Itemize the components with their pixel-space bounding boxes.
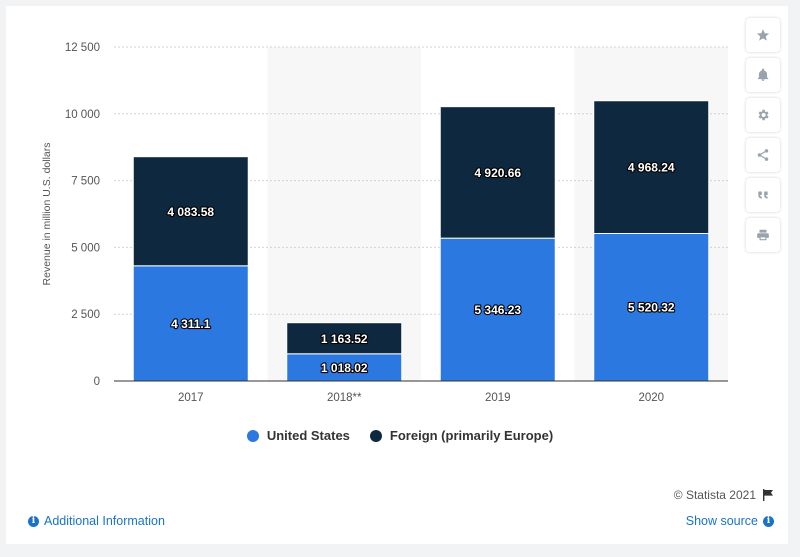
credit-text: © Statista 2021 xyxy=(673,488,756,502)
favorite-button[interactable] xyxy=(746,18,780,52)
info-icon: i xyxy=(763,515,774,527)
share-icon xyxy=(757,149,769,161)
y-tick-label: 2 500 xyxy=(71,309,100,321)
data-label: 1 018.02 xyxy=(321,361,368,375)
data-label: 4 920.66 xyxy=(474,166,521,180)
bar-segment xyxy=(286,322,403,355)
data-label: 5 520.32 xyxy=(628,301,675,315)
notification-button[interactable] xyxy=(746,58,780,92)
x-tick-label: 2017 xyxy=(178,392,204,404)
y-tick-label: 10 000 xyxy=(65,109,100,121)
chart-legend: United States Foreign (primarily Europe) xyxy=(0,428,800,443)
settings-button[interactable] xyxy=(746,98,780,132)
side-toolbar xyxy=(746,18,780,252)
show-source-link[interactable]: Show source i xyxy=(686,514,774,528)
bar-segment xyxy=(439,106,556,239)
additional-information-link[interactable]: i Additional Information xyxy=(28,514,165,528)
x-tick-label: 2019 xyxy=(485,392,511,404)
legend-item-foreign[interactable]: Foreign (primarily Europe) xyxy=(369,428,554,443)
additional-information-label: Additional Information xyxy=(44,514,165,528)
star-icon xyxy=(756,29,770,41)
legend-swatch-foreign xyxy=(369,429,382,442)
print-button[interactable] xyxy=(746,218,780,252)
y-tick-label: 5 000 xyxy=(71,242,100,254)
share-button[interactable] xyxy=(746,138,780,172)
x-tick-label: 2018** xyxy=(327,392,362,404)
info-icon: i xyxy=(28,515,39,527)
data-label: 1 163.52 xyxy=(321,332,368,346)
gear-icon xyxy=(758,109,769,121)
legend-label-united-states: United States xyxy=(266,428,350,443)
bell-icon xyxy=(757,68,769,81)
y-tick-label: 12 500 xyxy=(65,42,100,54)
bar-segment xyxy=(132,156,249,267)
print-icon xyxy=(757,229,769,241)
data-label: 4 311.1 xyxy=(171,317,211,331)
legend-swatch-united-states xyxy=(246,429,259,442)
y-tick-label: 0 xyxy=(94,376,100,388)
quote-icon xyxy=(758,191,768,199)
y-tick-label: 7 500 xyxy=(71,176,100,188)
data-label: 4 968.24 xyxy=(628,161,675,175)
x-tick-label: 2020 xyxy=(638,392,664,404)
data-label: 4 083.58 xyxy=(167,205,214,219)
statista-credit[interactable]: © Statista 2021 xyxy=(674,488,774,502)
legend-label-foreign: Foreign (primarily Europe) xyxy=(389,428,554,443)
show-source-label: Show source xyxy=(685,514,758,528)
bar-segment xyxy=(132,265,249,382)
bar-segment xyxy=(593,100,710,234)
flag-icon xyxy=(763,489,773,501)
y-axis-title: Revenue in million U.S. dollars xyxy=(41,143,53,286)
legend-item-united-states[interactable]: United States xyxy=(246,428,350,443)
data-label: 5 346.23 xyxy=(474,303,521,317)
cite-button[interactable] xyxy=(746,178,780,212)
